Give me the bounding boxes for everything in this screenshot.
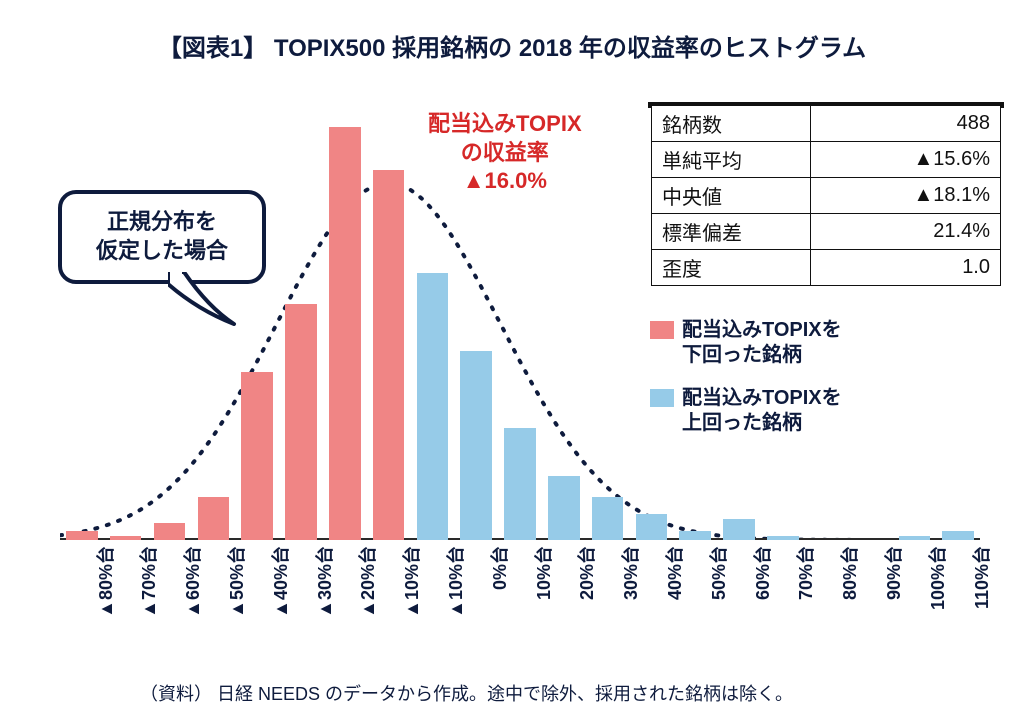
x-tick-label: 40%台 [661,546,687,600]
x-tick-label: 100%台 [924,546,950,610]
x-tick-label: 70%台 [792,546,818,600]
chart-title: 【図表1】 TOPIX500 採用銘柄の 2018 年の収益率のヒストグラム [0,28,1024,63]
red-line3: ▲16.0% [463,168,547,193]
x-tick-label: ▲10%台 [398,546,424,618]
histogram-bar [154,523,186,540]
x-tick-label: ▲10%台 [442,546,468,618]
callout-line2: 仮定した場合 [96,238,228,263]
histogram-bar [899,536,931,540]
stats-value: 21.4% [810,214,1000,250]
stats-value: 1.0 [810,250,1000,286]
histogram-bar [417,273,449,540]
x-tick-label: 90%台 [880,546,906,600]
x-tick-label: 30%台 [617,546,643,600]
source-footnote: （資料） 日経 NEEDS のデータから作成。途中で除外、採用された銘柄は除く。 [140,680,793,706]
figure-frame: 【図表1】 TOPIX500 採用銘柄の 2018 年の収益率のヒストグラム ▲… [0,0,1024,726]
histogram-bar [504,428,536,540]
stats-row: 銘柄数488 [652,106,1001,142]
x-tick-label: ▲30%台 [311,546,337,618]
x-tick-label: ▲20%台 [354,546,380,618]
legend-item: 配当込みTOPIXを下回った銘柄 [650,318,842,368]
stats-label: 標準偏差 [652,214,811,250]
x-tick-label: ▲50%台 [223,546,249,618]
red-line1: 配当込みTOPIX [428,111,582,136]
legend-label: 配当込みTOPIXを下回った銘柄 [682,318,842,368]
callout-tail [168,272,248,332]
x-tick-label: ▲40%台 [267,546,293,618]
x-tick-label: 80%台 [836,546,862,600]
x-tick-label: ▲80%台 [92,546,118,618]
legend-item: 配当込みTOPIXを上回った銘柄 [650,386,842,436]
histogram-bar [285,304,317,541]
stats-row: 単純平均▲15.6% [652,142,1001,178]
topix-return-annotation: 配当込みTOPIX の収益率 ▲16.0% [428,110,582,196]
histogram-bar [373,170,405,540]
x-tick-label: 0%台 [486,546,512,590]
histogram-bar [636,514,668,540]
legend-swatch [650,389,674,407]
stats-row: 中央値▲18.1% [652,178,1001,214]
stats-table: 銘柄数488単純平均▲15.6%中央値▲18.1%標準偏差21.4%歪度1.0 [651,105,1001,286]
histogram-bar [942,531,974,540]
stats-table-frame: 銘柄数488単純平均▲15.6%中央値▲18.1%標準偏差21.4%歪度1.0 [648,102,1004,108]
x-tick-label: ▲60%台 [179,546,205,618]
histogram-bar [723,519,755,541]
histogram-bar [767,536,799,540]
stats-row: 標準偏差21.4% [652,214,1001,250]
stats-label: 歪度 [652,250,811,286]
histogram-bar [548,476,580,541]
callout-line1: 正規分布を [107,209,217,234]
stats-label: 中央値 [652,178,811,214]
x-tick-label: 60%台 [749,546,775,600]
legend-label: 配当込みTOPIXを上回った銘柄 [682,386,842,436]
x-tick-label: 20%台 [573,546,599,600]
histogram-bar [110,536,142,540]
x-tick-label: ▲70%台 [135,546,161,618]
legend: 配当込みTOPIXを下回った銘柄配当込みTOPIXを上回った銘柄 [650,318,842,454]
red-line2: の収益率 [461,140,549,165]
histogram-bar [241,372,273,540]
histogram-bar [592,497,624,540]
histogram-bar [198,497,230,540]
x-tick-label: 50%台 [705,546,731,600]
stats-row: 歪度1.0 [652,250,1001,286]
stats-label: 単純平均 [652,142,811,178]
histogram-bar [460,351,492,540]
x-tick-label: 10%台 [530,546,556,600]
histogram-bar [679,531,711,540]
legend-swatch [650,321,674,339]
x-tick-label: 110%台 [968,546,994,609]
histogram-bar [329,127,361,540]
stats-value: ▲15.6% [810,142,1000,178]
stats-value: ▲18.1% [810,178,1000,214]
histogram-bar [66,531,98,540]
x-axis-labels: ▲80%台 ▲70%台 ▲60%台 ▲50%台 ▲40%台 ▲30%台 ▲20%台 ▲10%台… [60,546,980,666]
stats-label: 銘柄数 [652,106,811,142]
normal-dist-callout: 正規分布を 仮定した場合 [58,190,266,284]
stats-value: 488 [810,106,1000,142]
